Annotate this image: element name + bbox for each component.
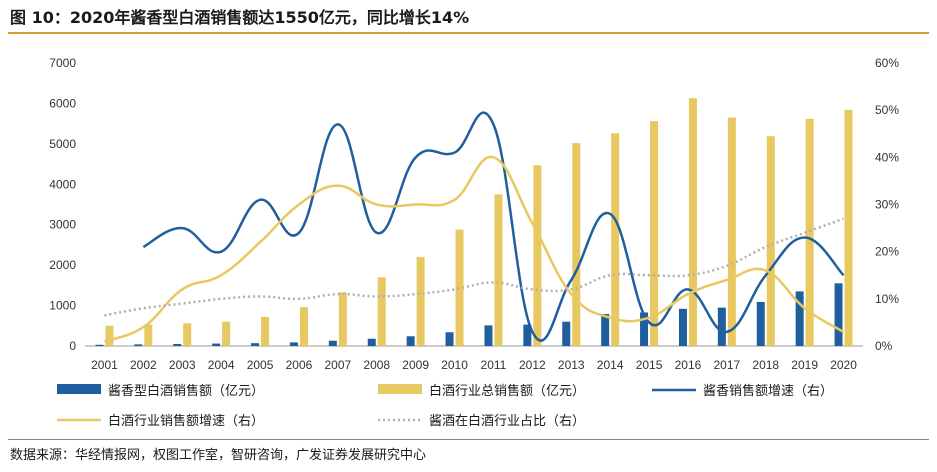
bars	[95, 98, 853, 347]
bar-industry-sales	[766, 136, 775, 346]
y-tick-label-right: 40%	[875, 150, 899, 164]
y-tick-label-right: 30%	[875, 198, 899, 212]
x-tick-label: 2010	[441, 358, 468, 372]
source-note: 数据来源：华经情报网，权图工作室，智研咨询，广发证券发展研究中心	[10, 448, 427, 463]
bar-jiangxiang-sales	[562, 321, 571, 346]
title-divider	[8, 32, 929, 34]
x-tick-label: 2020	[830, 358, 857, 372]
bar-industry-sales	[299, 307, 308, 346]
x-tick-label: 2013	[558, 358, 585, 372]
x-tick-label: 2004	[208, 358, 235, 372]
x-tick-label: 2012	[519, 358, 546, 372]
x-tick-label: 2006	[286, 358, 313, 372]
bar-industry-sales	[222, 321, 231, 346]
y-tick-label-left: 3000	[49, 218, 76, 232]
bar-jiangxiang-sales	[173, 343, 182, 346]
line-jiangxiang-share	[104, 217, 844, 317]
y-tick-label-left: 5000	[49, 137, 76, 151]
bar-industry-sales	[650, 121, 659, 347]
bar-jiangxiang-sales	[212, 343, 221, 346]
bar-jiangxiang-sales	[95, 344, 104, 346]
legend: 酱香型白酒销售额（亿元） 白酒行业总销售额（亿元） 酱香销售额增速（右） 白酒行业销售…	[57, 383, 833, 428]
bar-jiangxiang-sales	[328, 340, 337, 346]
bar-jiangxiang-sales	[640, 312, 649, 346]
bar-jiangxiang-sales	[251, 343, 260, 346]
bar-jiangxiang-sales	[134, 344, 143, 346]
chart-area: 0 1000 2000 3000 4000 5000 6000 7000 0% 10% 20% 30%…	[49, 56, 899, 428]
bar-industry-sales	[727, 117, 736, 346]
x-tick-label: 2009	[402, 358, 429, 372]
x-tick-label: 2019	[791, 358, 818, 372]
x-tick-label: 2001	[91, 358, 118, 372]
bar-industry-sales	[261, 316, 270, 346]
y-tick-label-left: 2000	[49, 258, 76, 272]
bar-industry-sales	[416, 257, 425, 346]
x-tick-label: 2002	[130, 358, 157, 372]
y-tick-label-right: 60%	[875, 56, 899, 70]
bar-industry-sales	[688, 98, 697, 347]
bar-industry-sales	[494, 194, 503, 346]
x-tick-label: 2015	[636, 358, 663, 372]
y-tick-label-left: 7000	[49, 56, 76, 70]
legend-swatch	[378, 384, 422, 394]
legend-label: 白酒行业销售额增速（右）	[108, 413, 264, 428]
y-tick-label-left: 6000	[49, 96, 76, 110]
x-tick-label: 2003	[169, 358, 196, 372]
bar-jiangxiang-sales	[678, 308, 687, 346]
bar-industry-sales	[144, 324, 153, 346]
y-tick-label-right: 0%	[875, 339, 893, 353]
x-tick-label: 2007	[324, 358, 351, 372]
line-industry-growth	[104, 155, 845, 343]
x-tick-label: 2005	[247, 358, 274, 372]
lines	[104, 111, 845, 343]
x-tick-label: 2018	[752, 358, 779, 372]
y-tick-label-right: 10%	[875, 292, 899, 306]
line-jiangxiang-growth	[142, 111, 845, 342]
legend-swatch	[57, 384, 101, 394]
bar-industry-sales	[844, 109, 853, 346]
bar-jiangxiang-sales	[834, 283, 843, 346]
bar-jiangxiang-sales	[406, 336, 415, 346]
bar-jiangxiang-sales	[717, 307, 726, 346]
source-divider	[8, 439, 929, 440]
chart-title: 图 10：2020年酱香型白酒销售额达1550亿元，同比增长14%	[10, 8, 470, 27]
bar-jiangxiang-sales	[484, 325, 493, 346]
x-tick-label: 2014	[597, 358, 624, 372]
x-tick-label: 2016	[675, 358, 702, 372]
bar-jiangxiang-sales	[601, 314, 610, 346]
x-tick-label: 2011	[481, 358, 507, 372]
legend-label: 酱酒在白酒行业占比（右）	[429, 413, 585, 428]
bar-industry-sales	[377, 277, 386, 346]
bar-industry-sales	[455, 229, 464, 346]
y-tick-label-left: 0	[69, 339, 76, 353]
legend-label: 白酒行业总销售额（亿元）	[429, 383, 585, 398]
bar-jiangxiang-sales	[523, 324, 532, 346]
x-tick-label: 2008	[363, 358, 390, 372]
bar-industry-sales	[338, 292, 347, 346]
y-tick-label-right: 50%	[875, 103, 899, 117]
bar-industry-sales	[533, 165, 542, 346]
bar-industry-sales	[611, 133, 620, 346]
legend-label: 酱香销售额增速（右）	[703, 383, 833, 398]
legend-label: 酱香型白酒销售额（亿元）	[108, 383, 264, 398]
y-tick-label-left: 4000	[49, 177, 76, 191]
y-tick-label-right: 20%	[875, 245, 899, 259]
bar-industry-sales	[805, 118, 814, 346]
bar-jiangxiang-sales	[367, 338, 376, 346]
bar-jiangxiang-sales	[289, 342, 298, 346]
bar-industry-sales	[105, 325, 114, 346]
bar-industry-sales	[183, 323, 192, 346]
x-tick-label: 2017	[713, 358, 740, 372]
axes: 0 1000 2000 3000 4000 5000 6000 7000 0% 10% 20% 30%…	[49, 56, 899, 372]
bar-jiangxiang-sales	[795, 291, 804, 346]
bar-industry-sales	[572, 143, 581, 346]
bar-jiangxiang-sales	[445, 332, 454, 346]
bar-jiangxiang-sales	[756, 301, 765, 346]
y-tick-label-left: 1000	[49, 299, 76, 313]
